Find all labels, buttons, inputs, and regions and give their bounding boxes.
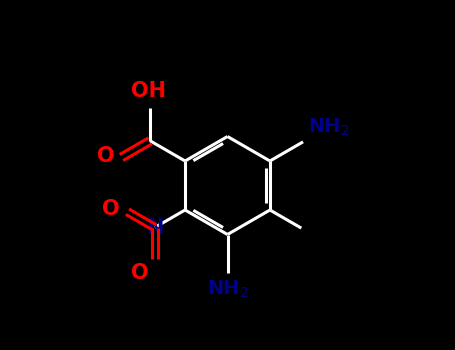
Text: O: O (102, 199, 120, 219)
Text: O: O (97, 146, 115, 166)
Text: O: O (131, 263, 148, 283)
Text: OH: OH (131, 81, 166, 102)
Text: NH$_2$: NH$_2$ (308, 117, 350, 138)
Text: N: N (146, 217, 163, 238)
Text: NH$_2$: NH$_2$ (207, 279, 248, 300)
